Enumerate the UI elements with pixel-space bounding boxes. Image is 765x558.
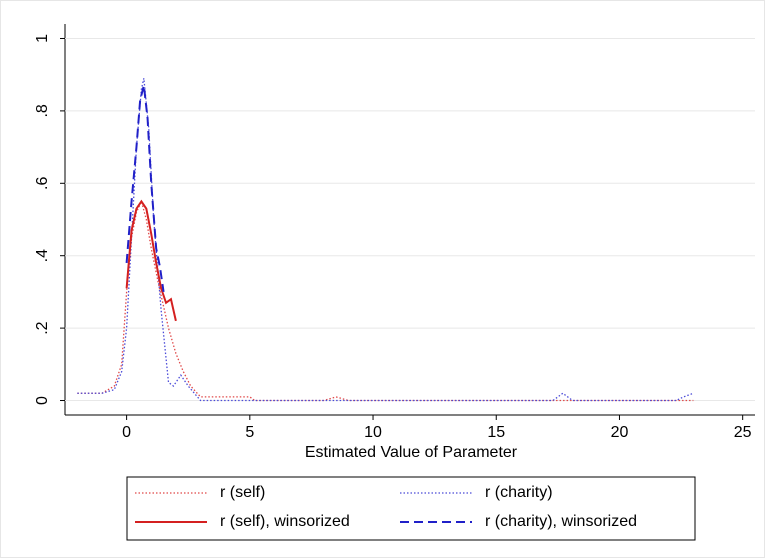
y-tick-label: .8 [34,104,51,117]
legend-box [126,476,696,541]
legend-label: r (charity), winsorized [485,513,637,530]
x-tick-label: 15 [487,424,505,441]
x-tick-label: 5 [245,424,254,441]
y-tick-label: 0 [34,396,51,405]
y-tick-label: .4 [34,249,51,262]
y-tick-label: 1 [34,34,51,43]
y-tick-label: .2 [34,321,51,334]
legend-label: r (self), winsorized [220,513,350,530]
x-tick-label: 25 [734,424,752,441]
x-axis-title: Estimated Value of Parameter [305,444,518,461]
x-tick-label: 0 [122,424,131,441]
y-tick-label: .6 [34,177,51,190]
x-tick-label: 10 [364,424,382,441]
series-line [125,85,165,293]
series-line [125,199,177,322]
x-tick-label: 20 [611,424,629,441]
legend-label: r (charity) [485,484,553,501]
legend-label: r (self) [220,484,265,501]
